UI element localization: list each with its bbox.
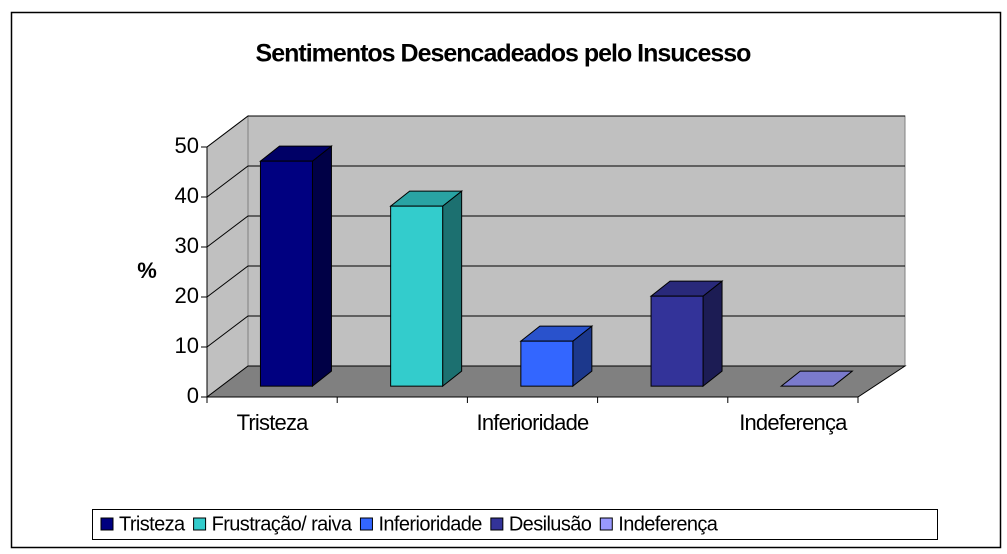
legend-label: Indeferença [618,513,719,535]
bar-top [779,370,854,387]
grid-line [206,165,905,198]
side-wall [206,114,249,399]
legend-swatch [359,517,373,531]
grid-line [206,215,905,248]
x-tick-label: Indeferença [739,410,848,435]
legend-swatch [490,517,504,531]
y-tick-label: 0 [187,383,199,408]
y-tick-label: 30 [175,233,199,258]
bar-side [702,280,723,388]
y-axis-label: % [137,258,157,283]
y-tick-label: 40 [175,183,199,208]
bar-side [442,190,463,388]
bar-side [311,145,332,388]
legend-swatch [100,517,114,531]
grid-line [206,265,905,298]
x-tick-label: Tristeza [237,410,310,435]
bar [259,160,313,387]
legend-label: Tristeza [119,513,186,535]
bar [520,340,574,387]
legend-swatch [599,517,613,531]
legend-label: Inferioridade [378,513,482,535]
bar [390,205,444,387]
x-tick-label: Inferioridade [477,410,589,435]
bar [650,295,704,387]
grid-line [206,115,905,148]
legend-swatch [193,517,207,531]
y-tick-label: 10 [175,333,199,358]
legend-box [92,509,938,540]
y-tick-label: 20 [175,283,199,308]
y-tick-label: 50 [175,133,199,158]
chart-title: Sentimentos Desencadeados pelo Insucesso [256,40,752,68]
legend-label: Desilusão [509,513,592,535]
legend-label: Frustração/ raiva [212,513,353,535]
